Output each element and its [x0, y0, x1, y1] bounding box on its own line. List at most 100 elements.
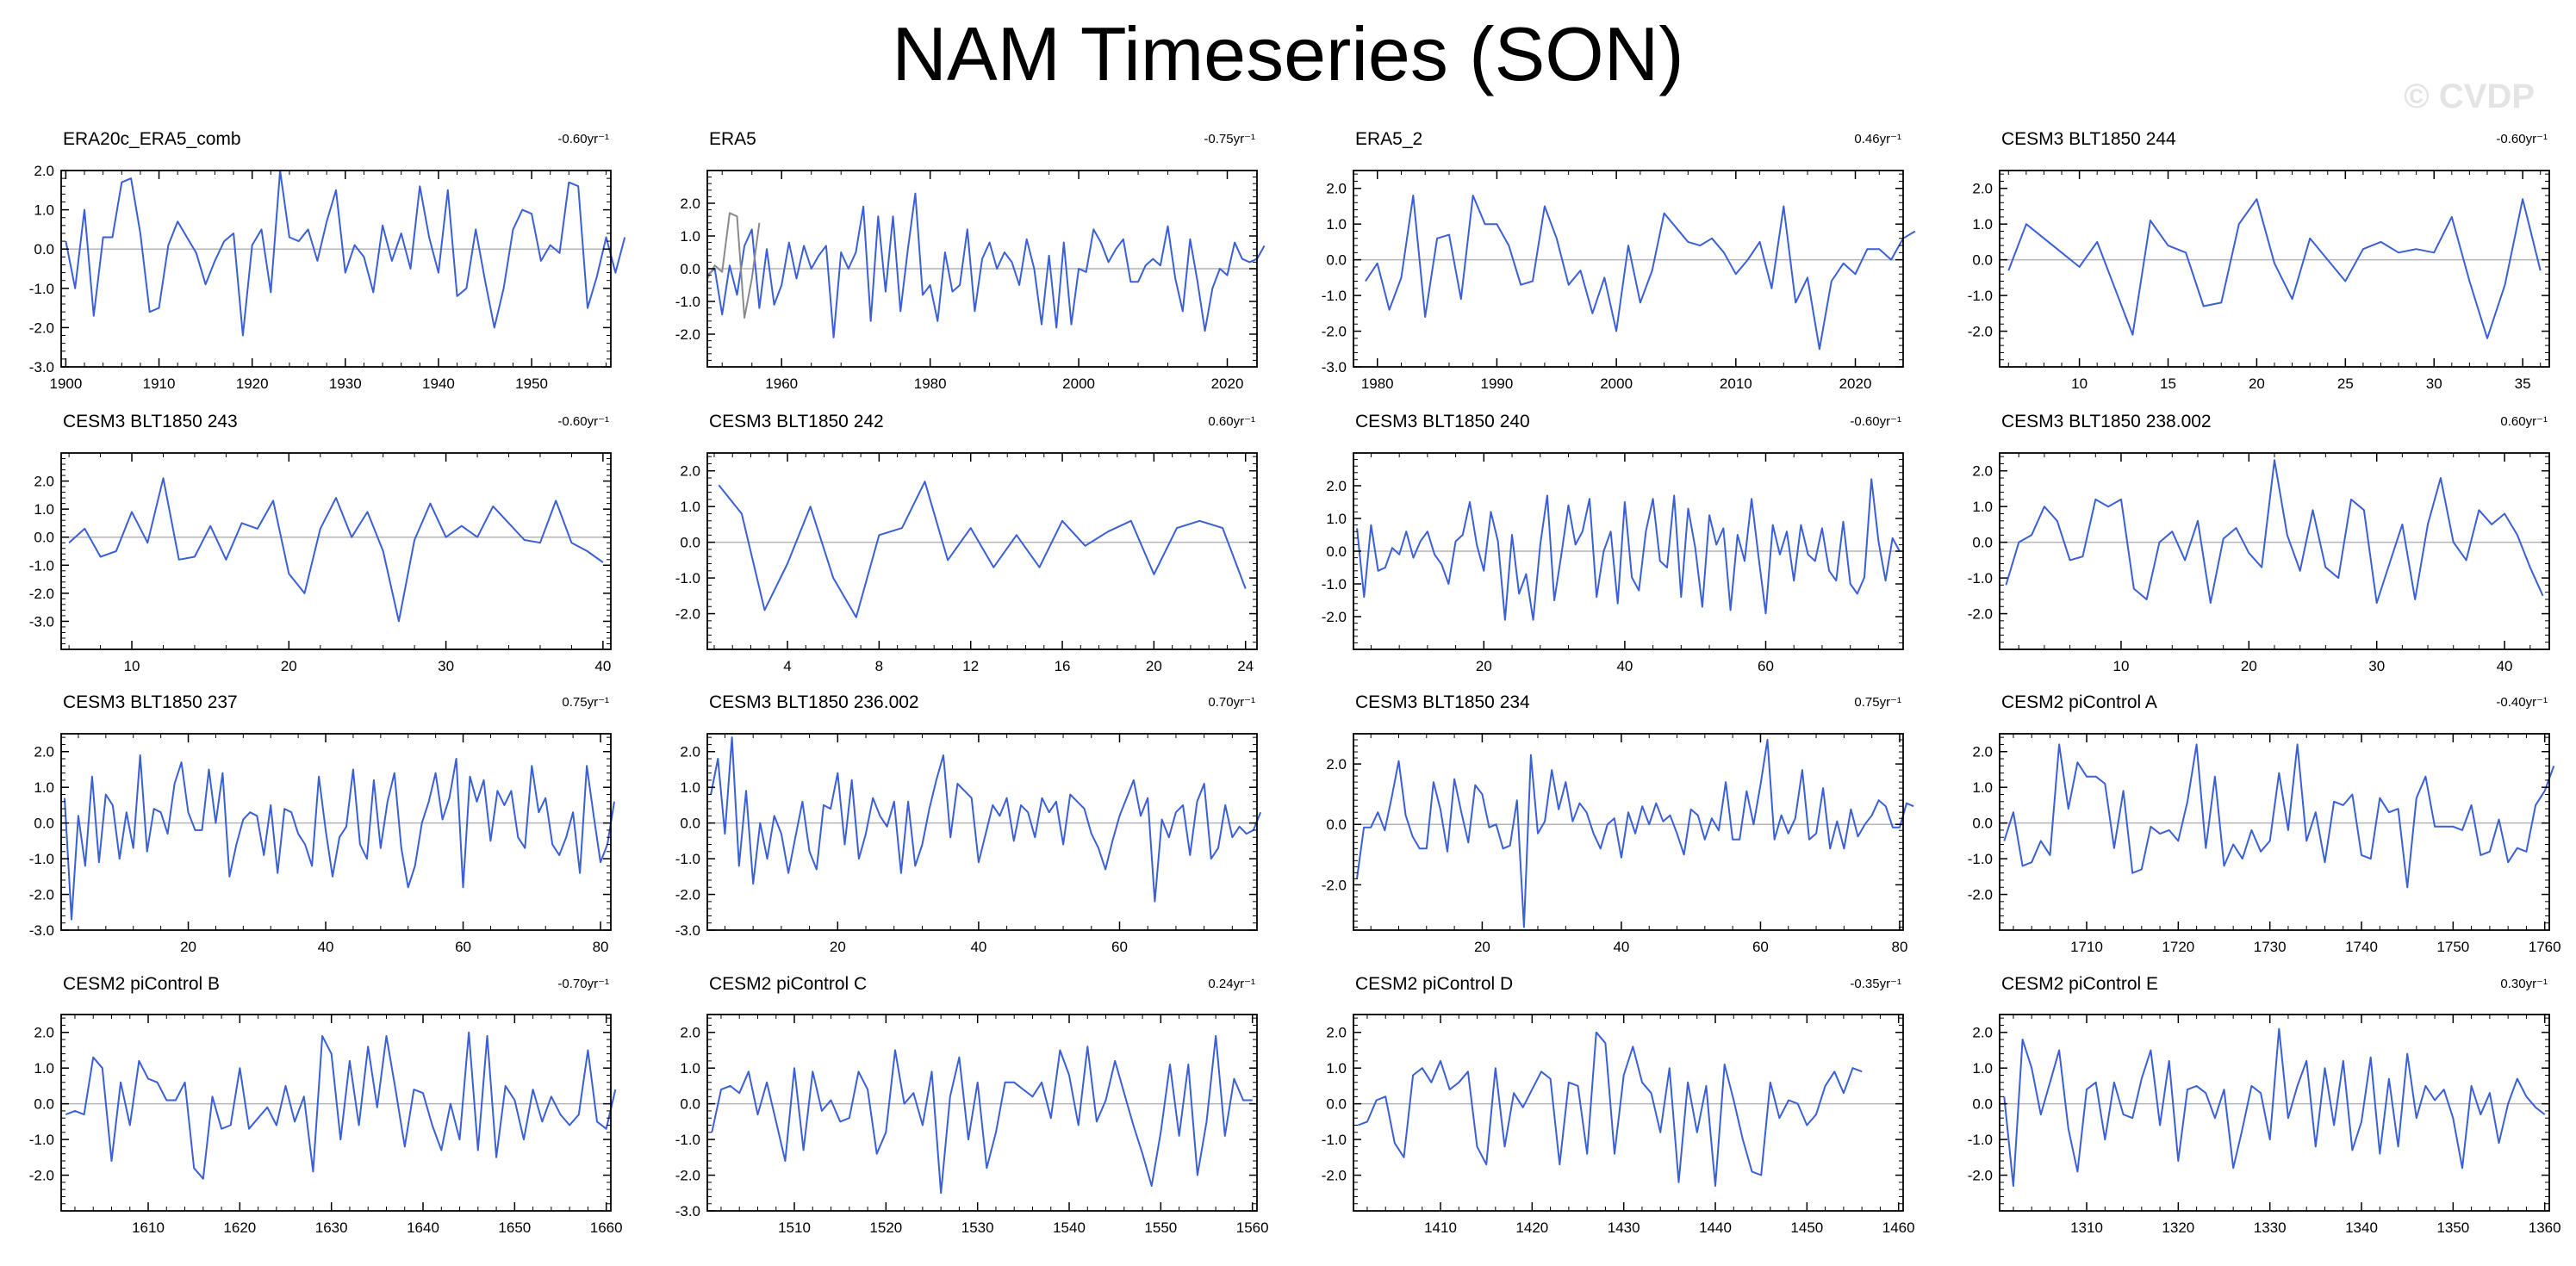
- panel-14: CESM2 piControl C 0.24yr⁻¹ -3.0 -2.0 -1.0 0.0…: [675, 974, 1269, 1236]
- x-tick-label: 1450: [1790, 1219, 1823, 1236]
- panel-trend: 0.30yr⁻¹: [2500, 977, 2548, 991]
- series-line: [64, 754, 615, 921]
- x-tick-label: 16: [1055, 658, 1071, 674]
- y-tick-label: 1.0: [1972, 779, 1993, 796]
- x-tick-label: 2000: [1600, 375, 1633, 392]
- panel-trend: 0.75yr⁻¹: [1854, 695, 1901, 710]
- y-tick-label: 1.0: [1972, 499, 1993, 515]
- x-tick-label: 1960: [765, 375, 798, 392]
- y-tick-label: 0.0: [1972, 535, 1993, 551]
- y-tick-label: 2.0: [680, 744, 700, 760]
- plot-frame: [706, 733, 1258, 931]
- panel-8: CESM3 BLT1850 238.002 0.60yr⁻¹ -2.0 -1.0 0.0…: [1968, 412, 2550, 674]
- panel-5: CESM3 BLT1850 243 -0.60yr⁻¹ -3.0 -2.0 -1.0 0.…: [29, 412, 612, 674]
- panel-1: ERA20c_ERA5_comb -0.60yr⁻¹ -3.0 -2.0 -1.0 0.0…: [29, 129, 626, 392]
- x-tick-label: 10: [124, 658, 140, 674]
- x-tick-label: 1930: [329, 375, 362, 392]
- series-line: [706, 192, 1266, 338]
- y-tick-label: -1.0: [1322, 576, 1347, 593]
- y-tick-label: 1.0: [680, 228, 700, 245]
- x-tick-label: 10: [2071, 375, 2088, 392]
- x-tick-label: 40: [1616, 658, 1633, 674]
- y-tick-label: 0.0: [34, 816, 54, 832]
- y-tick-label: -3.0: [29, 922, 54, 939]
- x-tick-label: 1340: [2345, 1219, 2378, 1236]
- y-tick-label: -1.0: [675, 1132, 700, 1148]
- y-tick-label: 0.0: [1972, 816, 1993, 832]
- plot-frame: [706, 1014, 1258, 1212]
- x-tick-label: 1740: [2345, 939, 2378, 955]
- y-tick-label: 1.0: [680, 1060, 700, 1077]
- y-tick-label: -1.0: [29, 557, 54, 574]
- y-tick-label: 1.0: [34, 202, 54, 219]
- y-tick-label: -2.0: [29, 320, 54, 336]
- y-tick-label: 2.0: [1972, 1025, 1993, 1041]
- y-tick-label: 1.0: [1972, 1060, 1993, 1077]
- panel-16: CESM2 piControl E 0.30yr⁻¹ -2.0 -1.0 0.0 1.0 2…: [1968, 974, 2561, 1236]
- x-tick-label: 8: [875, 658, 883, 674]
- x-tick-label: 4: [783, 658, 791, 674]
- x-tick-label: 1950: [515, 375, 548, 392]
- x-tick-label: 1910: [143, 375, 176, 392]
- panel-trend: 0.75yr⁻¹: [562, 695, 609, 710]
- plot-frame: [1353, 170, 1904, 368]
- plot-frame: [1999, 452, 2550, 650]
- x-tick-label: 30: [2426, 375, 2442, 392]
- x-tick-label: 20: [2249, 375, 2265, 392]
- x-tick-label: 1900: [49, 375, 82, 392]
- x-tick-label: 1750: [2436, 939, 2469, 955]
- x-tick-label: 2020: [1839, 375, 1872, 392]
- x-tick-label: 15: [2160, 375, 2176, 392]
- panel-title: CESM3 BLT1850 237: [63, 692, 238, 712]
- x-tick-label: 1530: [961, 1219, 994, 1236]
- panel-trend: 0.60yr⁻¹: [1208, 414, 1255, 429]
- x-tick-label: 30: [2368, 658, 2385, 674]
- plot-frame: [60, 733, 612, 931]
- y-tick-label: -2.0: [1322, 609, 1347, 625]
- y-tick-label: -1.0: [675, 294, 700, 310]
- panel-title: CESM3 BLT1850 236.002: [709, 692, 919, 712]
- x-tick-label: 1320: [2162, 1219, 2194, 1236]
- y-tick-label: -2.0: [1322, 324, 1347, 340]
- y-tick-label: -2.0: [29, 586, 54, 602]
- panel-title: CESM3 BLT1850 244: [2001, 129, 2176, 149]
- panel-title: CESM3 BLT1850 234: [1355, 692, 1530, 712]
- y-tick-label: -2.0: [675, 887, 700, 903]
- panel-trend: -0.60yr⁻¹: [557, 414, 609, 429]
- y-tick-label: 2.0: [1972, 463, 1993, 480]
- x-tick-label: 60: [1752, 939, 1769, 955]
- y-tick-label: 2.0: [1326, 756, 1347, 773]
- x-tick-label: 20: [281, 658, 297, 674]
- panel-title: CESM3 BLT1850 243: [63, 412, 238, 431]
- series-line: [1356, 478, 1901, 621]
- series-line: [2007, 198, 2542, 339]
- panel-title: CESM2 piControl E: [2001, 974, 2158, 994]
- x-tick-label: 1650: [498, 1219, 531, 1236]
- x-tick-label: 1440: [1699, 1219, 1732, 1236]
- series-line: [65, 1031, 617, 1180]
- panel-4: CESM3 BLT1850 244 -0.60yr⁻¹ -2.0 -1.0 0.0 1.0…: [1968, 129, 2550, 392]
- y-tick-label: 0.0: [1972, 1096, 1993, 1113]
- panel-title: ERA20c_ERA5_comb: [63, 129, 241, 149]
- x-tick-label: 2020: [1211, 375, 1244, 392]
- y-tick-label: -3.0: [675, 922, 700, 939]
- y-tick-label: 2.0: [1972, 744, 1993, 760]
- x-tick-label: 1540: [1053, 1219, 1086, 1236]
- x-tick-label: 2010: [1720, 375, 1752, 392]
- panel-3: ERA5_2 0.46yr⁻¹ -3.0 -2.0 -1.0 0.0 1.0 2.0 1980 1…: [1322, 129, 1916, 392]
- x-tick-label: 12: [962, 658, 979, 674]
- y-tick-label: 1.0: [34, 1060, 54, 1077]
- panel-title: CESM2 piControl C: [709, 974, 867, 994]
- figure-title: NAM Timeseries (SON): [892, 11, 1684, 96]
- y-tick-label: -1.0: [675, 570, 700, 586]
- y-tick-label: 2.0: [34, 163, 54, 179]
- y-tick-label: -2.0: [29, 1168, 54, 1184]
- y-tick-label: -1.0: [1968, 851, 1993, 867]
- y-tick-label: 1.0: [680, 499, 700, 515]
- panel-title: CESM3 BLT1850 240: [1355, 412, 1530, 431]
- panel-2: ERA5 -0.75yr⁻¹ -2.0 -1.0 0.0 1.0 2.0 1960 1980 20…: [675, 129, 1266, 392]
- y-tick-label: -3.0: [29, 359, 54, 375]
- y-tick-label: 2.0: [680, 463, 700, 480]
- x-tick-label: 20: [1146, 658, 1162, 674]
